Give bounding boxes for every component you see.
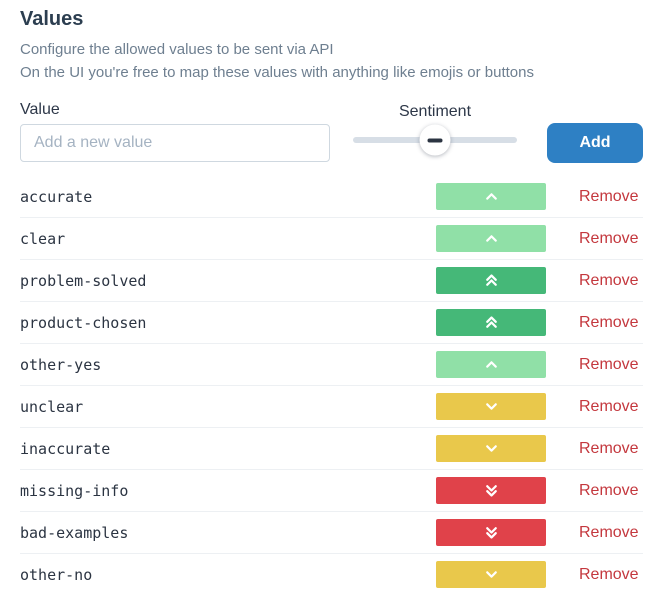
remove-link[interactable]: Remove bbox=[579, 187, 639, 205]
add-button[interactable]: Add bbox=[547, 123, 643, 163]
sentiment-badge bbox=[436, 519, 546, 546]
remove-link[interactable]: Remove bbox=[579, 313, 639, 331]
chevron-down-icon bbox=[485, 571, 497, 578]
value-name: clear bbox=[20, 229, 66, 248]
remove-link[interactable]: Remove bbox=[579, 523, 639, 541]
value-row: other-no Remove bbox=[20, 554, 643, 595]
sentiment-badge bbox=[436, 477, 546, 504]
double-chevron-up-icon bbox=[485, 316, 497, 328]
values-list: accurate Remove clear Remove problem-sol… bbox=[20, 176, 643, 595]
value-name: other-no bbox=[20, 565, 93, 584]
sentiment-badge bbox=[436, 267, 546, 294]
double-chevron-up-icon bbox=[485, 274, 497, 286]
value-row: unclear Remove bbox=[20, 386, 643, 428]
remove-link[interactable]: Remove bbox=[579, 229, 639, 247]
value-name: unclear bbox=[20, 397, 84, 416]
sentiment-badge bbox=[436, 309, 546, 336]
slider-thumb[interactable] bbox=[419, 124, 451, 156]
page-subtitle-api: Configure the allowed values to be sent … bbox=[20, 41, 334, 58]
sentiment-badge bbox=[436, 351, 546, 378]
sentiment-badge bbox=[436, 393, 546, 420]
value-name: product-chosen bbox=[20, 313, 147, 332]
chevron-down-icon bbox=[485, 445, 497, 452]
new-value-input[interactable] bbox=[20, 124, 330, 162]
chevron-down-icon bbox=[485, 403, 497, 410]
add-value-form: Value Sentiment Add bbox=[20, 101, 643, 163]
value-row: clear Remove bbox=[20, 218, 643, 260]
value-name: missing-info bbox=[20, 481, 129, 500]
value-field-label: Value bbox=[20, 101, 60, 118]
chevron-up-icon bbox=[485, 193, 497, 200]
value-row: problem-solved Remove bbox=[20, 260, 643, 302]
chevron-up-icon bbox=[485, 235, 497, 242]
remove-link[interactable]: Remove bbox=[579, 397, 639, 415]
value-name: problem-solved bbox=[20, 271, 147, 290]
sentiment-badge bbox=[436, 561, 546, 588]
page-subtitle-ui: On the UI you're free to map these value… bbox=[20, 64, 534, 81]
value-name: inaccurate bbox=[20, 439, 111, 458]
remove-link[interactable]: Remove bbox=[579, 481, 639, 499]
double-chevron-down-icon bbox=[485, 485, 497, 497]
sentiment-badge bbox=[436, 225, 546, 252]
page-title: Values bbox=[20, 8, 84, 30]
value-row: bad-examples Remove bbox=[20, 512, 643, 554]
remove-link[interactable]: Remove bbox=[579, 271, 639, 289]
neutral-dash-icon bbox=[427, 138, 443, 142]
value-row: inaccurate Remove bbox=[20, 428, 643, 470]
value-name: other-yes bbox=[20, 355, 102, 374]
remove-link[interactable]: Remove bbox=[579, 355, 639, 373]
value-name: bad-examples bbox=[20, 523, 129, 542]
sentiment-badge bbox=[436, 183, 546, 210]
chevron-up-icon bbox=[485, 361, 497, 368]
value-row: product-chosen Remove bbox=[20, 302, 643, 344]
sentiment-label: Sentiment bbox=[398, 103, 472, 120]
remove-link[interactable]: Remove bbox=[579, 439, 639, 457]
sentiment-badge bbox=[436, 435, 546, 462]
value-name: accurate bbox=[20, 187, 93, 206]
remove-link[interactable]: Remove bbox=[579, 565, 639, 583]
value-row: missing-info Remove bbox=[20, 470, 643, 512]
double-chevron-down-icon bbox=[485, 527, 497, 539]
value-row: accurate Remove bbox=[20, 176, 643, 218]
sentiment-slider[interactable] bbox=[353, 121, 517, 159]
value-row: other-yes Remove bbox=[20, 344, 643, 386]
